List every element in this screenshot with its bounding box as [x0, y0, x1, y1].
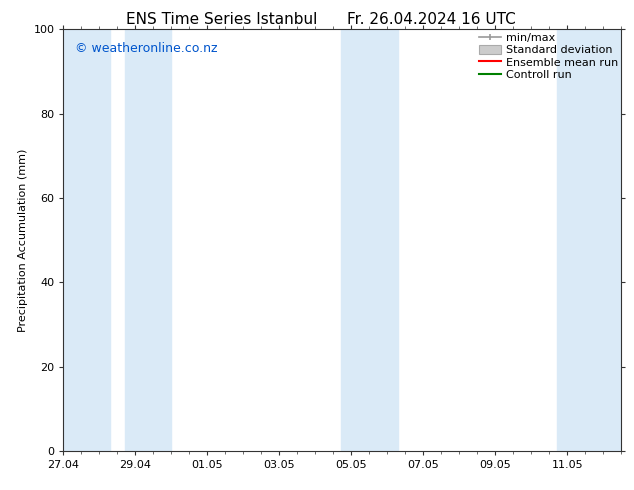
Legend: min/max, Standard deviation, Ensemble mean run, Controll run: min/max, Standard deviation, Ensemble me…	[479, 33, 618, 80]
Bar	[63, 29, 110, 451]
Text: ENS Time Series Istanbul: ENS Time Series Istanbul	[126, 12, 318, 27]
Text: © weatheronline.co.nz: © weatheronline.co.nz	[75, 42, 217, 55]
Bar	[125, 29, 171, 451]
Y-axis label: Precipitation Accumulation (mm): Precipitation Accumulation (mm)	[18, 148, 28, 332]
Bar	[557, 29, 621, 451]
Bar	[340, 29, 398, 451]
Text: Fr. 26.04.2024 16 UTC: Fr. 26.04.2024 16 UTC	[347, 12, 515, 27]
